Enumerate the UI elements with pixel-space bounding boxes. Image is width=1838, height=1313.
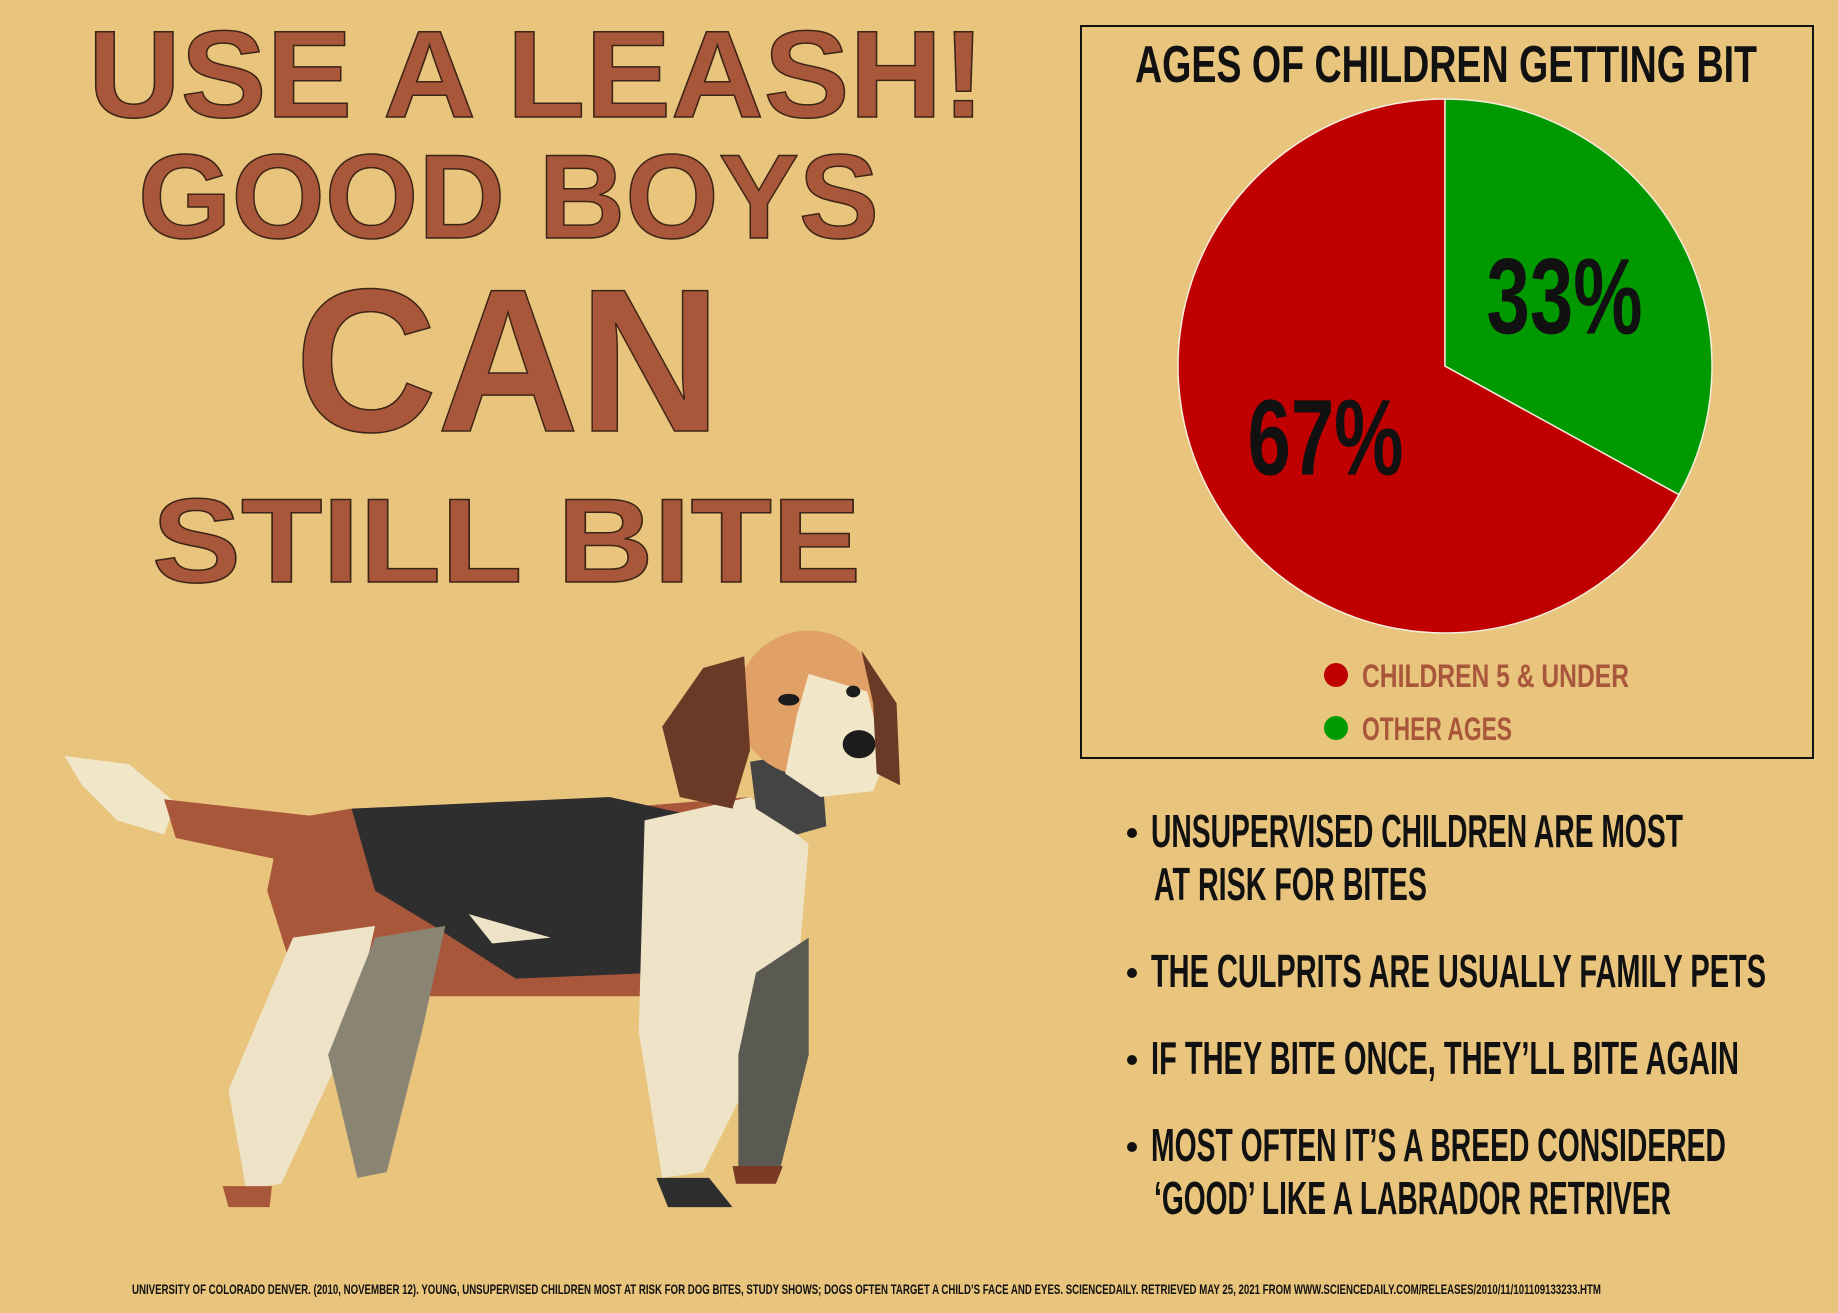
bullet-text: IF THEY BITE ONCE, THEY’LL BITE AGAIN	[1151, 1032, 1739, 1084]
dog-illustration	[64, 630, 901, 1208]
bullet-list: UNSUPERVISED CHILDREN ARE MOST AT RISK F…	[1127, 805, 1766, 1224]
chart-frame	[1080, 25, 1814, 759]
bullet-text: AT RISK FOR BITES	[1154, 858, 1427, 910]
bullet-dot	[1127, 1055, 1137, 1065]
value-label: 33%	[1487, 235, 1643, 356]
legend-marker	[1324, 663, 1348, 687]
legend-label: CHILDREN 5 & UNDER	[1362, 658, 1629, 694]
headline: CAN	[295, 247, 721, 475]
bullet-dot	[1127, 1142, 1137, 1152]
headline: USE A LEASH!	[88, 6, 985, 144]
bullet-dot	[1127, 968, 1137, 978]
chart-title: AGES OF CHILDREN GETTING BIT	[1135, 36, 1757, 94]
bullet-text: THE CULPRITS ARE USUALLY FAMILY PETS	[1151, 945, 1766, 997]
legend-marker	[1324, 716, 1348, 740]
headline: STILL BITE	[152, 474, 861, 608]
value-label: 67%	[1247, 377, 1403, 498]
headline: GOOD BOYS	[138, 130, 879, 264]
legend-label: OTHER AGES	[1362, 711, 1512, 747]
citation: UNIVERSITY OF COLORADO DENVER. (2010, NO…	[132, 1281, 1601, 1297]
bullet-text: ‘GOOD’ LIKE A LABRADOR RETRIVER	[1154, 1172, 1671, 1224]
pie-slice	[1177, 98, 1680, 634]
bullet-text: MOST OFTEN IT’S A BREED CONSIDERED	[1151, 1119, 1726, 1171]
bullet-text: UNSUPERVISED CHILDREN ARE MOST	[1151, 805, 1683, 857]
bullet-dot	[1127, 828, 1137, 838]
pie-slice	[1444, 98, 1713, 496]
